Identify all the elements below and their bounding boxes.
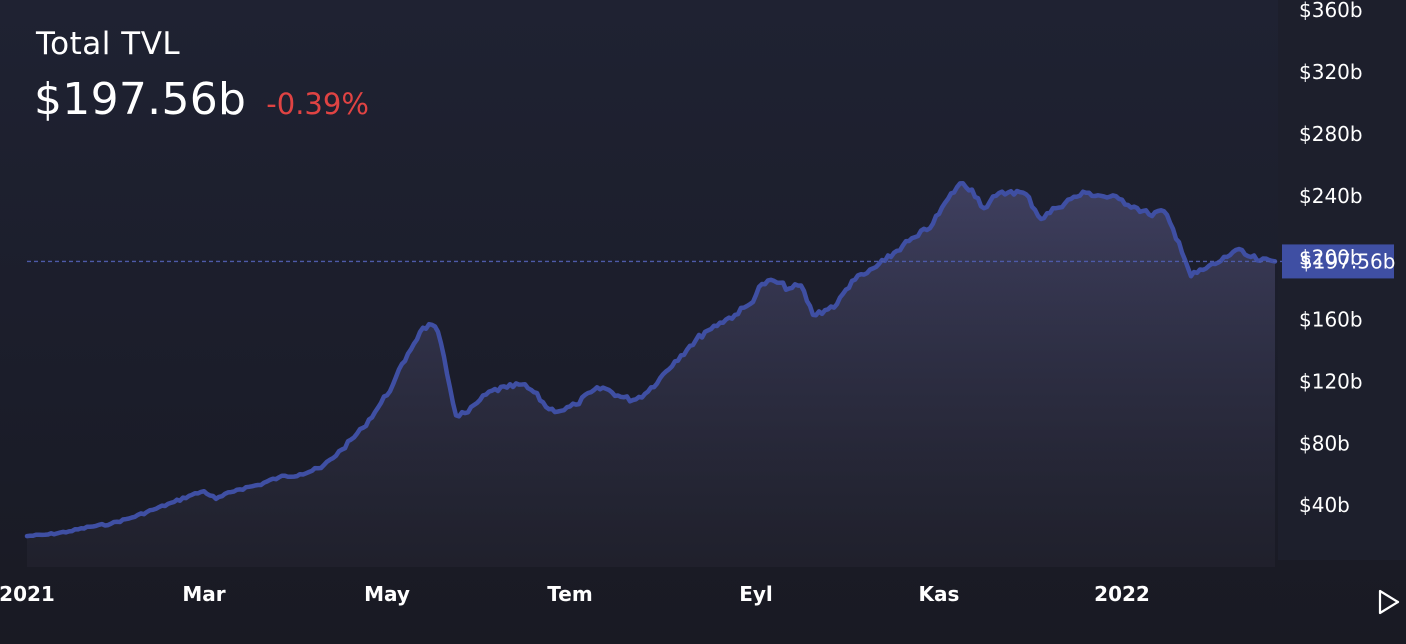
- tvl-series-line: [24, 181, 1278, 539]
- y-tick-label: $240b: [1299, 184, 1363, 208]
- chart-title: Total TVL: [36, 26, 181, 62]
- x-tick-label: May: [364, 582, 410, 606]
- y-tick-label: $360b: [1299, 0, 1363, 22]
- x-tick-label: Tem: [547, 582, 592, 606]
- y-tick-label: $280b: [1299, 122, 1363, 146]
- total-tvl-value: $197.56b: [34, 74, 247, 125]
- y-tick-label: $80b: [1299, 431, 1350, 455]
- last-value-label: $197.56b: [1300, 249, 1395, 273]
- x-tick-label: Kas: [919, 582, 960, 606]
- y-tick-label: $200b: [1299, 246, 1363, 270]
- play-icon[interactable]: [1376, 588, 1402, 616]
- axes: $197.56b $40b $80b $120b $160b $200b $240b $280…: [0, 0, 1396, 606]
- y-tick-label: $320b: [1299, 60, 1363, 84]
- tvl-area-fill: [27, 183, 1275, 568]
- y-tick-label: $40b: [1299, 493, 1350, 517]
- headline-row: $197.56b -0.39%: [34, 74, 369, 125]
- tvl-change-percent: -0.39%: [266, 87, 369, 121]
- last-value-badge: [1282, 244, 1394, 279]
- plot-area: [24, 181, 1284, 568]
- x-tick-label: 2021: [0, 582, 55, 606]
- y-axis-panel: [1278, 0, 1406, 560]
- y-tick-label: $120b: [1299, 369, 1363, 393]
- x-tick-label: 2022: [1094, 582, 1150, 606]
- x-tick-label: Mar: [182, 582, 225, 606]
- x-tick-label: Eyl: [739, 582, 773, 606]
- y-tick-label: $160b: [1299, 308, 1363, 332]
